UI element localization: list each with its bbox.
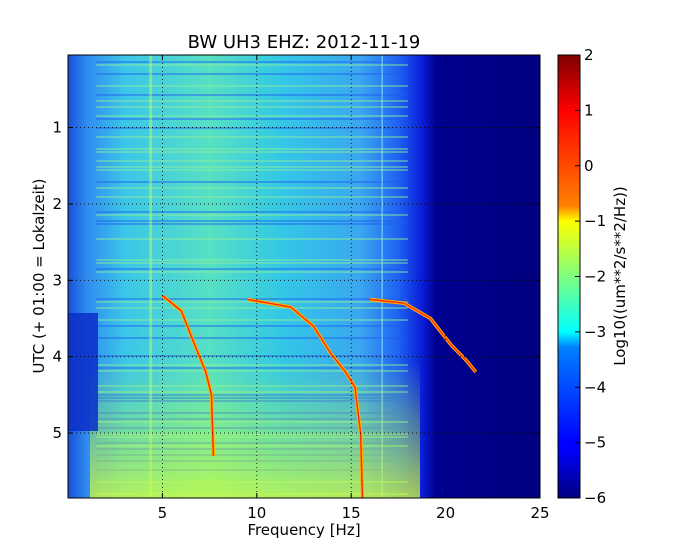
time-stripe	[96, 94, 408, 96]
time-stripe	[96, 187, 408, 189]
colorbar-tick-label: −2	[584, 268, 606, 286]
colorbar-tick-label: −5	[584, 434, 606, 452]
time-stripe	[96, 169, 408, 171]
time-stripe	[96, 238, 408, 240]
y-axis: 1 2 3 4 5	[52, 119, 540, 442]
time-stripe	[96, 85, 408, 87]
grid-lines	[68, 55, 540, 498]
x-tick-label: 10	[247, 504, 266, 522]
time-stripe	[96, 262, 408, 264]
colorbar-tick-label: −4	[584, 378, 606, 396]
time-stripe	[96, 127, 408, 129]
colorbar-tick-label: 0	[584, 157, 594, 175]
time-stripe	[96, 220, 408, 222]
colorbar-ticks: 2 1 0 −1 −2 −3 −4 −5 −6	[575, 46, 606, 507]
chart-title: BW UH3 EHZ: 2012-11-19	[188, 32, 421, 53]
time-stripe	[96, 271, 408, 273]
time-stripe	[96, 259, 408, 261]
time-stripe	[96, 61, 408, 63]
y-tick-label: 5	[52, 424, 62, 442]
colorbar-tick-label: −6	[584, 489, 606, 507]
y-tick-label: 3	[52, 271, 62, 289]
time-stripe	[96, 325, 408, 327]
time-stripe	[96, 196, 408, 198]
time-stripe	[96, 106, 408, 108]
time-stripe	[96, 223, 408, 225]
time-stripe	[96, 319, 408, 321]
time-stripe	[96, 73, 408, 75]
tremor-line-3-core	[370, 298, 477, 373]
colorbar-tick-label: 2	[584, 46, 594, 64]
plot-area	[68, 55, 540, 498]
time-stripe	[96, 214, 408, 216]
tremor-line-1-core	[161, 295, 215, 457]
tremor-features	[161, 294, 478, 498]
time-stripe	[96, 115, 408, 117]
x-axis-label: Frequency [Hz]	[247, 521, 360, 539]
time-stripe	[96, 268, 408, 270]
time-stripe	[96, 118, 408, 120]
tremor-line-2-core	[247, 298, 364, 498]
low-frequency-dropout	[68, 313, 98, 431]
y-tick-label: 2	[52, 195, 62, 213]
time-stripe	[96, 166, 408, 168]
time-stripe	[96, 307, 408, 309]
colorbar-tick-label: −3	[584, 323, 606, 341]
time-stripe	[96, 160, 408, 162]
y-tick-label: 1	[52, 119, 62, 137]
narrowband-line	[149, 55, 153, 498]
x-tick-label: 25	[530, 504, 549, 522]
x-tick-label: 15	[342, 504, 361, 522]
colorbar-tick-label: 1	[584, 101, 594, 119]
x-tick-label: 5	[158, 504, 168, 522]
x-axis: 5 10 15 20 25	[158, 55, 550, 522]
time-stripe	[96, 355, 408, 357]
time-stripe	[96, 148, 408, 150]
time-stripe	[96, 100, 408, 102]
y-tick-label: 4	[52, 348, 62, 366]
time-stripe	[96, 151, 408, 153]
x-tick-label: 20	[436, 504, 455, 522]
time-stripe	[96, 136, 408, 138]
y-axis-label: UTC (+ 01:00 = Lokalzeit)	[30, 178, 48, 373]
colorbar-tick-label: −1	[584, 212, 606, 230]
time-stripe	[96, 64, 408, 66]
time-stripe	[96, 181, 408, 183]
colorbar-label: Log10((um**2/s**2/Hz))	[611, 186, 629, 366]
plot-frame	[67, 54, 541, 499]
bottom-energy-band	[90, 360, 420, 498]
narrowband-line	[381, 55, 383, 498]
time-stripe	[96, 211, 408, 213]
time-stripe	[96, 337, 408, 339]
